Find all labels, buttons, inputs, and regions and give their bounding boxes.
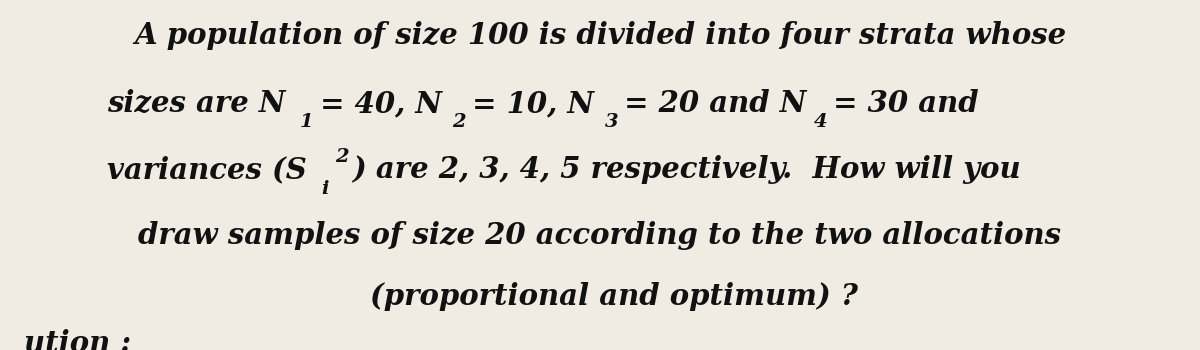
Text: = 30 and: = 30 and <box>823 89 979 118</box>
Text: 1: 1 <box>300 113 313 131</box>
Text: 2: 2 <box>452 113 466 131</box>
Text: variances (S: variances (S <box>107 155 307 184</box>
Text: = 10, N: = 10, N <box>462 89 594 118</box>
Text: ution :: ution : <box>24 329 131 350</box>
Text: i: i <box>322 180 329 198</box>
Text: A population of size 100 is divided into four strata whose: A population of size 100 is divided into… <box>134 21 1066 50</box>
Text: 2: 2 <box>335 148 349 166</box>
Text: 4: 4 <box>815 113 828 131</box>
Text: (proportional and optimum) ?: (proportional and optimum) ? <box>370 282 858 311</box>
Text: ) are 2, 3, 4, 5 respectively.  How will you: ) are 2, 3, 4, 5 respectively. How will … <box>353 155 1021 184</box>
Text: draw samples of size 20 according to the two allocations: draw samples of size 20 according to the… <box>138 221 1062 250</box>
Text: 3: 3 <box>605 113 618 131</box>
Text: sizes are N: sizes are N <box>107 89 286 118</box>
Text: = 20 and N: = 20 and N <box>614 89 806 118</box>
Text: = 40, N: = 40, N <box>310 89 442 118</box>
